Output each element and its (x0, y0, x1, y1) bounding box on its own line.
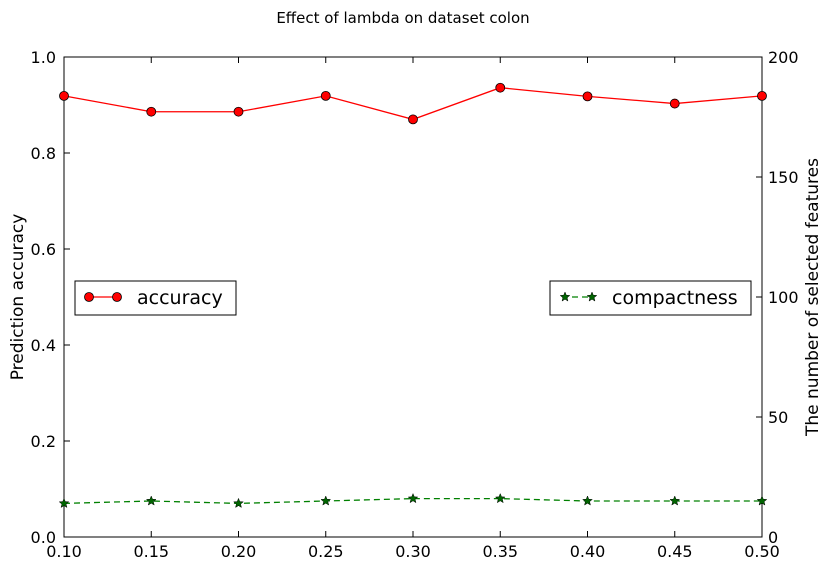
legend-accuracy-marker (112, 292, 122, 302)
left-y-tick-label: 0.2 (31, 432, 56, 451)
x-tick-label: 0.10 (46, 542, 82, 561)
left-y-tick-label: 1.0 (31, 48, 56, 67)
x-tick-label: 0.25 (308, 542, 344, 561)
legend-compactness-frame (549, 280, 752, 316)
data-point-accuracy (757, 90, 767, 101)
right-y-tick-label: 100 (768, 288, 799, 307)
x-tick-label: 0.45 (657, 542, 693, 561)
left-axis-title: Prediction accuracy (8, 214, 28, 381)
left-y-tick-label: 0.8 (31, 144, 56, 163)
legend-accuracy-label: accuracy (137, 287, 223, 309)
data-point-accuracy (146, 106, 157, 117)
series-layer (58, 82, 768, 508)
data-point-accuracy (320, 90, 331, 101)
data-point-compactness (407, 492, 419, 504)
data-point-compactness (233, 497, 244, 508)
data-point-compactness (582, 495, 593, 506)
series-line-compactness (63, 497, 762, 505)
axis-ticks: 0.10 0.15 0.20 0.25 0.30 0.35 0.40 0.45 0.500.00… (31, 48, 799, 561)
legend-compactness-marker (586, 291, 598, 302)
x-tick-label: 0.15 (133, 542, 169, 561)
data-point-accuracy (59, 90, 69, 101)
data-point-compactness (756, 495, 768, 506)
x-tick-label: 0.50 (744, 542, 780, 561)
legend-compactness: compactness (549, 280, 752, 316)
legend-accuracy: accuracy (74, 280, 237, 316)
left-y-tick-label: 0.6 (31, 240, 56, 259)
x-tick-label: 0.30 (395, 542, 431, 561)
data-point-compactness (669, 495, 681, 506)
data-point-accuracy (669, 98, 680, 109)
data-point-compactness (145, 495, 157, 506)
legend-accuracy-frame (74, 280, 237, 316)
right-y-tick-label: 150 (768, 168, 799, 187)
legend-compactness-marker (559, 291, 571, 302)
data-point-accuracy (495, 82, 506, 93)
data-point-accuracy (408, 114, 418, 125)
right-y-tick-label: 200 (768, 48, 799, 67)
data-point-compactness (494, 492, 506, 504)
right-y-tick-label: 0 (768, 528, 778, 547)
chart-title: Effect of lambda on dataset colon (276, 9, 529, 27)
right-axis-title: The number of selected features (803, 158, 823, 437)
x-tick-label: 0.20 (221, 542, 257, 561)
right-y-tick-label: 50 (768, 408, 788, 427)
left-y-tick-label: 0.0 (31, 528, 56, 547)
data-point-accuracy (582, 91, 593, 102)
x-tick-label: 0.40 (570, 542, 606, 561)
legend-compactness-label: compactness (612, 287, 738, 309)
data-point-compactness (58, 497, 70, 508)
data-point-compactness (320, 495, 332, 506)
data-point-accuracy (233, 106, 244, 117)
legend-accuracy-marker (84, 292, 94, 302)
left-y-tick-label: 0.4 (31, 336, 56, 355)
x-tick-label: 0.35 (482, 542, 518, 561)
